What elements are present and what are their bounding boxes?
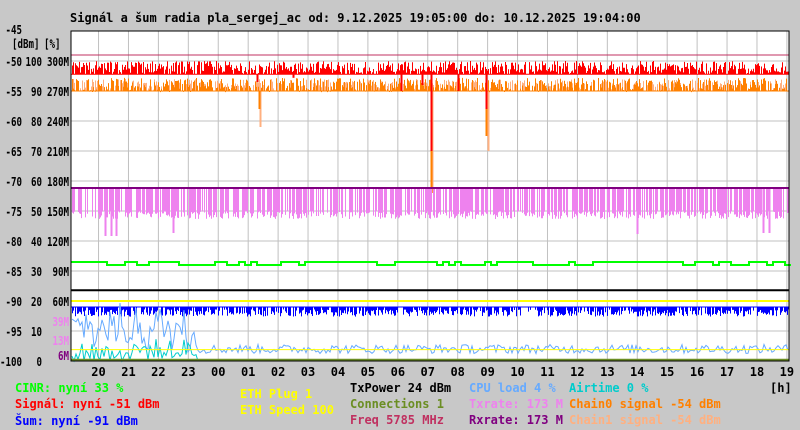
y-tick-pct: 10 bbox=[31, 325, 42, 339]
x-tick-label: 08 bbox=[450, 365, 464, 379]
y-tick-dbm: -45 bbox=[6, 23, 23, 37]
legend-airtime: Airtime 0 % bbox=[569, 381, 649, 395]
y-axis-unit-pct: [%] bbox=[44, 37, 61, 51]
x-tick-label: 11 bbox=[540, 365, 554, 379]
y-tick-pct: 60 bbox=[31, 175, 42, 189]
x-tick-label: 05 bbox=[361, 365, 375, 379]
series-cinr-line bbox=[71, 261, 791, 266]
legend-freq: Freq 5785 MHz bbox=[350, 413, 444, 427]
y-tick-extra: 6M bbox=[58, 349, 69, 363]
y-tick-pct: 50 bbox=[31, 205, 42, 219]
x-tick-label: 14 bbox=[630, 365, 644, 379]
y-tick-dbm: -65 bbox=[6, 145, 23, 159]
y-tick-pct: 30 bbox=[31, 265, 42, 279]
legend-connections: Connections 1 bbox=[350, 397, 444, 411]
y-axis-unit-dbm: [dBm] bbox=[12, 37, 40, 51]
y-tick-rate: 300M bbox=[47, 55, 69, 69]
y-tick-dbm: -55 bbox=[6, 85, 23, 99]
x-tick-label: 10 bbox=[510, 365, 524, 379]
legend-noise: Šum: nyní -91 dBm bbox=[15, 414, 138, 428]
x-tick-label: 12 bbox=[570, 365, 584, 379]
legend-rxrate: Rxrate: 173 M bbox=[469, 413, 563, 427]
legend-cinr: CINR: nyní 33 % bbox=[15, 381, 124, 395]
x-tick-label: 20 bbox=[91, 365, 105, 379]
y-tick-rate: 180M bbox=[47, 175, 69, 189]
y-tick-dbm: -80 bbox=[6, 235, 23, 249]
legend-eth-plug: ETH Plug 1 bbox=[240, 387, 313, 401]
y-tick-rate: 90M bbox=[53, 265, 70, 279]
legend-cpu: CPU load 4 % bbox=[469, 381, 556, 395]
x-axis-unit: [h] bbox=[770, 381, 792, 395]
y-tick-extra: 13M bbox=[53, 334, 70, 348]
x-tick-label: 00 bbox=[211, 365, 225, 379]
y-tick-dbm: -90 bbox=[6, 295, 23, 309]
chart-title: Signál a šum radia pla_sergej_ac od: 9.1… bbox=[70, 11, 641, 26]
x-tick-label: 19 bbox=[780, 365, 794, 379]
x-tick-label: 17 bbox=[720, 365, 734, 379]
x-tick-label: 15 bbox=[660, 365, 674, 379]
y-tick-rate: 210M bbox=[47, 145, 69, 159]
y-tick-pct: 70 bbox=[31, 145, 42, 159]
x-tick-label: 04 bbox=[331, 365, 345, 379]
y-tick-pct: 90 bbox=[31, 85, 42, 99]
legend-chain1: Chain1 signal -54 dBm bbox=[569, 413, 721, 427]
y-tick-dbm: -100 bbox=[0, 355, 22, 369]
y-tick-pct: 0 bbox=[37, 355, 43, 369]
y-tick-dbm: -95 bbox=[6, 325, 23, 339]
legend-signal: Signál: nyní -51 dBm bbox=[15, 397, 160, 411]
x-tick-label: 13 bbox=[600, 365, 614, 379]
x-tick-label: 23 bbox=[181, 365, 195, 379]
x-tick-label: 03 bbox=[301, 365, 315, 379]
y-tick-pct: 100 bbox=[26, 55, 43, 69]
x-tick-label: 07 bbox=[421, 365, 435, 379]
legend-txrate: Txrate: 173 M bbox=[469, 397, 563, 411]
y-tick-dbm: -60 bbox=[6, 115, 23, 129]
x-tick-label: 21 bbox=[121, 365, 135, 379]
legend-txpower: TxPower 24 dBm bbox=[350, 381, 452, 395]
x-tick-label: 18 bbox=[750, 365, 764, 379]
x-tick-label: 02 bbox=[271, 365, 285, 379]
y-tick-dbm: -50 bbox=[6, 55, 23, 69]
y-tick-extra: 39M bbox=[53, 315, 70, 329]
y-tick-dbm: -75 bbox=[6, 205, 23, 219]
y-tick-pct: 20 bbox=[31, 295, 42, 309]
legend-eth-speed: ETH Speed 100 bbox=[240, 403, 334, 417]
y-tick-rate: 120M bbox=[47, 235, 69, 249]
series-cpu-load-line bbox=[71, 303, 789, 356]
y-tick-pct: 40 bbox=[31, 235, 42, 249]
series-sum-noise- bbox=[71, 306, 789, 317]
y-tick-rate: 240M bbox=[47, 115, 69, 129]
x-tick-label: 09 bbox=[480, 365, 494, 379]
y-tick-dbm: -85 bbox=[6, 265, 23, 279]
legend-chain0: Chain0 signal -54 dBm bbox=[569, 397, 721, 411]
x-tick-label: 16 bbox=[690, 365, 704, 379]
y-tick-dbm: -70 bbox=[6, 175, 23, 189]
x-tick-label: 06 bbox=[391, 365, 405, 379]
y-tick-rate: 150M bbox=[47, 205, 69, 219]
y-tick-pct: 80 bbox=[31, 115, 42, 129]
plot-border bbox=[70, 30, 790, 362]
y-tick-rate: 270M bbox=[47, 85, 69, 99]
y-tick-rate: 60M bbox=[53, 295, 70, 309]
series-signal bbox=[71, 61, 789, 151]
x-tick-label: 01 bbox=[241, 365, 255, 379]
x-tick-label: 22 bbox=[151, 365, 165, 379]
